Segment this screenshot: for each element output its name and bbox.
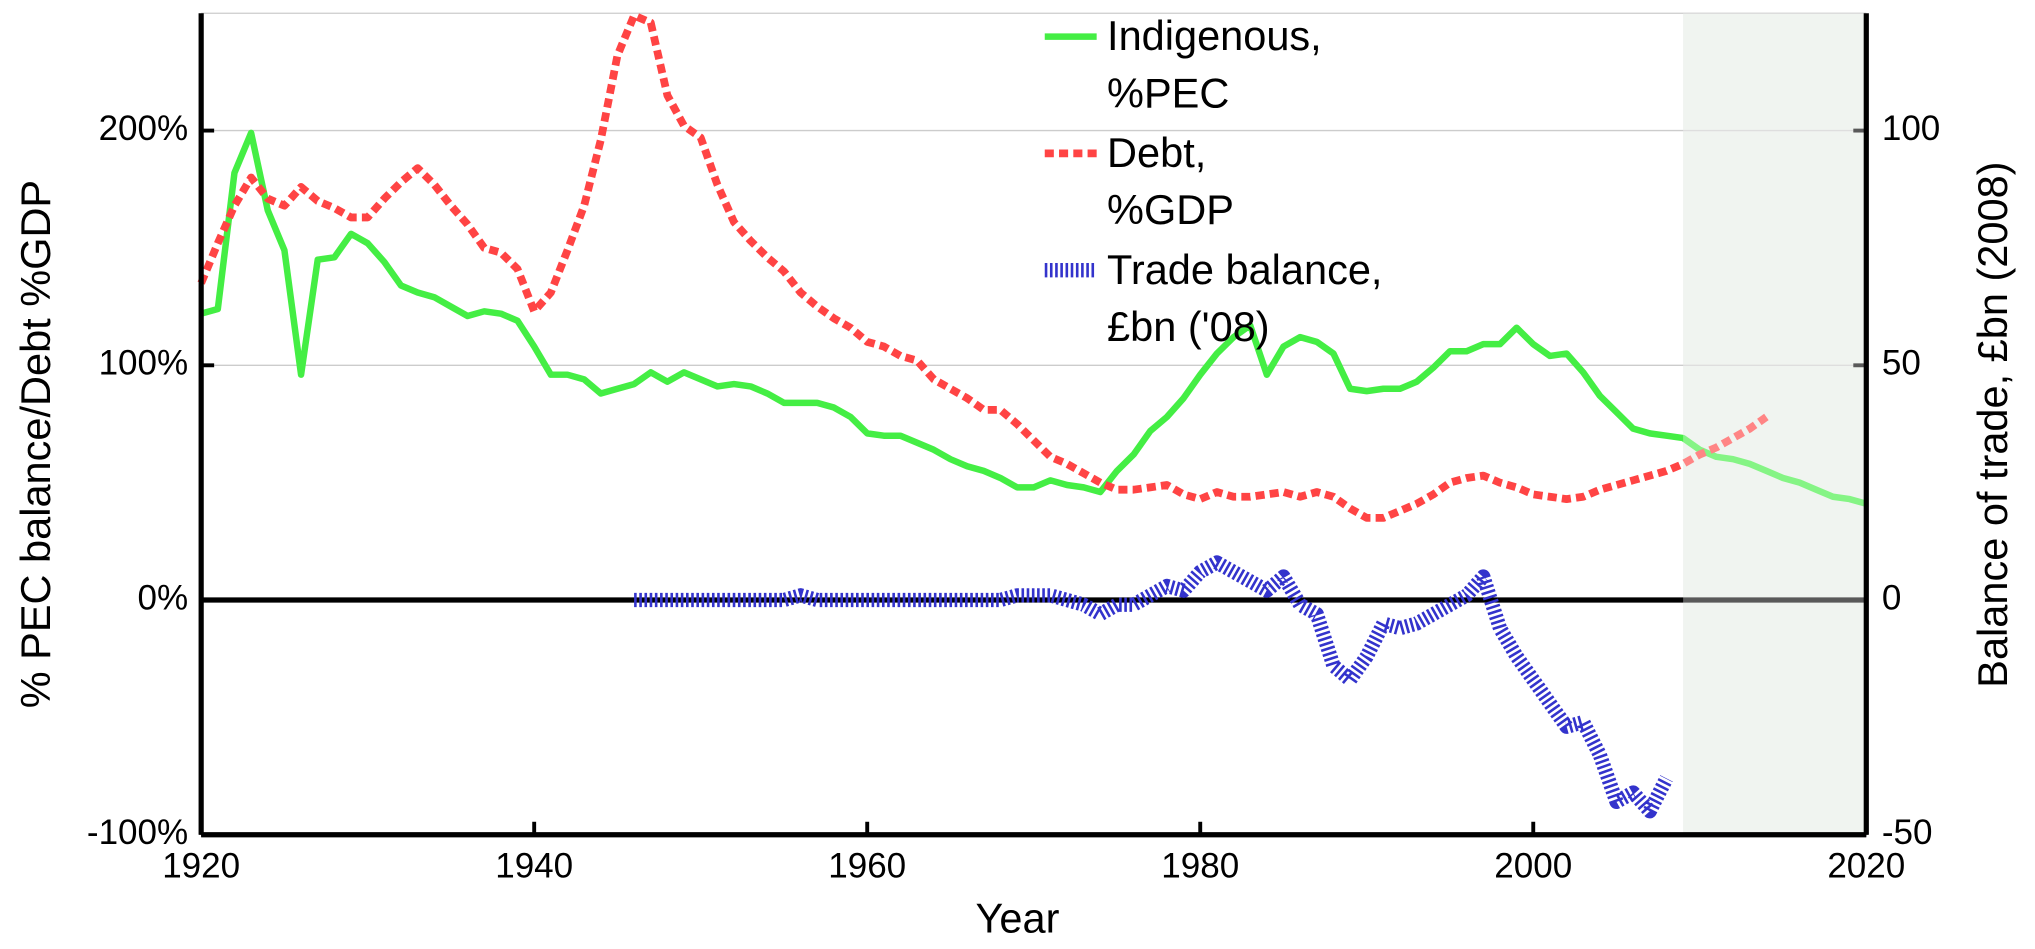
x-tick-label: 1940 [495, 847, 573, 886]
y-tick-label: 100% [99, 344, 189, 383]
y-axis-label: % PEC balance/Debt %GDP [12, 180, 59, 708]
y-tick-label: 200% [99, 109, 189, 148]
series-line [197, 11, 1769, 522]
legend-label: Debt, %GDP [1107, 129, 1234, 233]
y2-tick-label: 100 [1882, 109, 1940, 148]
series-line [634, 555, 1673, 819]
y2-tick-label: 0 [1882, 578, 1901, 617]
legend-label: Indigenous, %PEC [1107, 12, 1333, 116]
y-tick-label: 0% [138, 578, 189, 617]
x-tick-label: 2020 [1827, 847, 1905, 886]
x-tick-label: 2000 [1494, 847, 1572, 886]
shaded-overlay [1683, 13, 1867, 835]
y2-tick-label: -50 [1882, 813, 1933, 852]
shaded-region [1683, 13, 1867, 835]
y-tick-label: -100% [87, 813, 188, 852]
x-axis-label: Year [976, 895, 1060, 942]
y2-axis-label: Balance of trade, £bn (2008) [1969, 162, 2016, 688]
legend-label: Trade balance, £bn ('08) [1107, 246, 1394, 350]
x-tick-label: 1960 [828, 847, 906, 886]
x-tick-label: 1920 [162, 847, 240, 886]
series-line [200, 129, 1868, 507]
x-tick-label: 1980 [1161, 847, 1239, 886]
y2-tick-label: 50 [1882, 344, 1921, 383]
